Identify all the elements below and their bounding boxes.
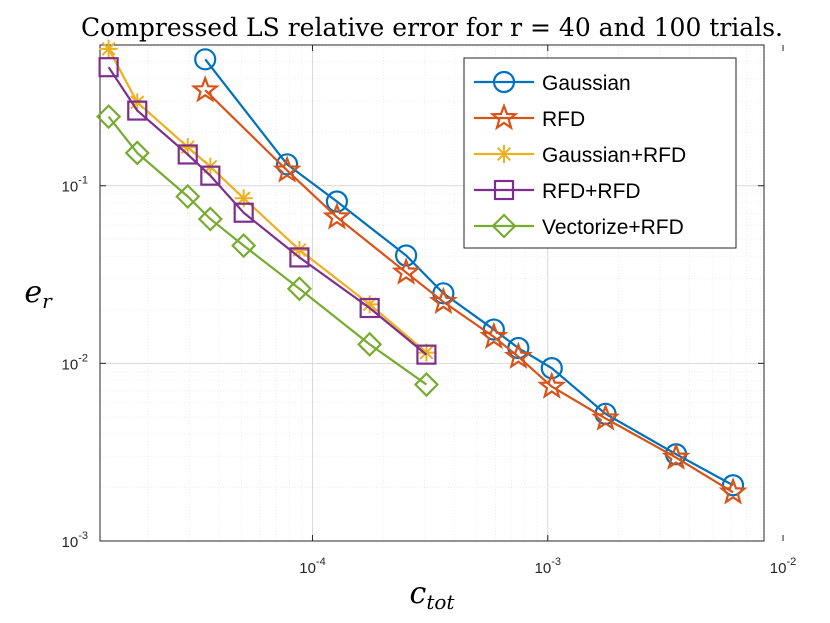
asterisk-marker (99, 39, 118, 58)
legend-label: Gaussian+RFD (542, 144, 686, 167)
chart-title: Compressed LS relative error for r = 40 … (81, 13, 783, 42)
asterisk-marker (234, 189, 253, 208)
y-tick-exponent: -2 (78, 352, 88, 364)
star-marker (272, 155, 302, 183)
star-marker (428, 286, 458, 315)
legend-label: RFD (542, 108, 585, 131)
legend-label: Vectorize+RFD (542, 216, 684, 239)
legend-item: Gaussian (474, 70, 631, 95)
x-tick-exponent: -2 (786, 556, 796, 568)
square-marker (289, 247, 310, 268)
diamond-marker (413, 371, 439, 398)
star-marker (661, 442, 691, 470)
star-marker (190, 75, 220, 103)
asterisk-stroke (419, 345, 434, 360)
y-tick-label: 10-1 (62, 175, 88, 196)
star-marker (391, 257, 421, 285)
series-line (107, 115, 428, 386)
diamond-marker (175, 183, 201, 210)
x-tick-label: 10-2 (770, 556, 796, 577)
x-tick-label: 10-4 (299, 556, 325, 577)
square-marker (177, 144, 198, 165)
circle-marker (492, 70, 516, 94)
diamond-marker (124, 140, 150, 166)
series-rfd (190, 75, 748, 505)
axis-ticks: 10-4 10-3 10-210-310-210-1 (62, 45, 796, 577)
square-marker (200, 165, 221, 186)
star-marker (489, 102, 519, 131)
square-marker (359, 297, 380, 319)
y-tick-label: 10-3 (62, 530, 88, 551)
x-tick-exponent: -3 (551, 556, 561, 568)
star-marker (479, 321, 509, 350)
y-tick-base: 10 (62, 534, 79, 551)
asterisk-stroke (101, 41, 116, 56)
y-tick-exponent: -1 (78, 175, 88, 187)
x-tick-base: 10 (299, 560, 316, 577)
x-axis-label: ctot (410, 576, 456, 614)
square-marker (98, 57, 119, 78)
circle-marker (194, 48, 217, 71)
legend-label: RFD+RFD (542, 180, 641, 203)
circle-marker (395, 244, 418, 267)
asterisk-marker (495, 145, 513, 163)
legend-item: Gaussian+RFD (474, 144, 686, 167)
legend-item: RFD+RFD (474, 179, 641, 203)
y-tick-base: 10 (62, 356, 79, 373)
diamond-marker (357, 331, 383, 357)
asterisk-stroke (362, 297, 377, 312)
x-tick-label: 10-3 (535, 556, 561, 577)
y-tick-exponent: -3 (78, 530, 88, 542)
asterisk-stroke (496, 146, 512, 162)
square-marker (233, 202, 254, 223)
square-marker (416, 344, 437, 365)
series-gaussian-plus-rfd (99, 39, 436, 362)
series-layer (96, 39, 748, 505)
star-marker (718, 477, 748, 505)
series-line (204, 58, 734, 487)
series-vectorize-plus-rfd (96, 104, 439, 398)
square-marker (493, 179, 515, 201)
square-marker (127, 100, 148, 121)
x-tick-base: 10 (770, 560, 787, 577)
legend: Gaussian RFD Gaussian+RFD RFD+RFD Vectorize+… (463, 57, 737, 249)
plot-area (99, 44, 765, 542)
star-marker (322, 202, 352, 230)
asterisk-stroke (236, 191, 251, 206)
legend-label: Gaussian (542, 72, 631, 95)
star-marker (537, 371, 567, 399)
diamond-marker (197, 206, 223, 232)
y-axis-label: er (24, 275, 53, 313)
star-marker (591, 403, 620, 431)
legend-item: RFD (474, 102, 585, 131)
x-tick-exponent: -4 (316, 556, 326, 568)
series-line (204, 89, 734, 494)
series-rfd-plus-rfd (98, 57, 437, 365)
legend-item: Vectorize+RFD (474, 213, 684, 239)
y-tick-base: 10 (62, 179, 79, 196)
circle-marker (325, 190, 349, 213)
diamond-marker (286, 276, 312, 302)
diamond-marker (491, 213, 517, 239)
star-marker (503, 341, 533, 369)
x-tick-base: 10 (535, 560, 552, 577)
circle-marker (540, 357, 563, 380)
y-tick-label: 10-2 (62, 352, 88, 373)
diamond-marker (96, 104, 122, 130)
diamond-marker (231, 233, 257, 259)
